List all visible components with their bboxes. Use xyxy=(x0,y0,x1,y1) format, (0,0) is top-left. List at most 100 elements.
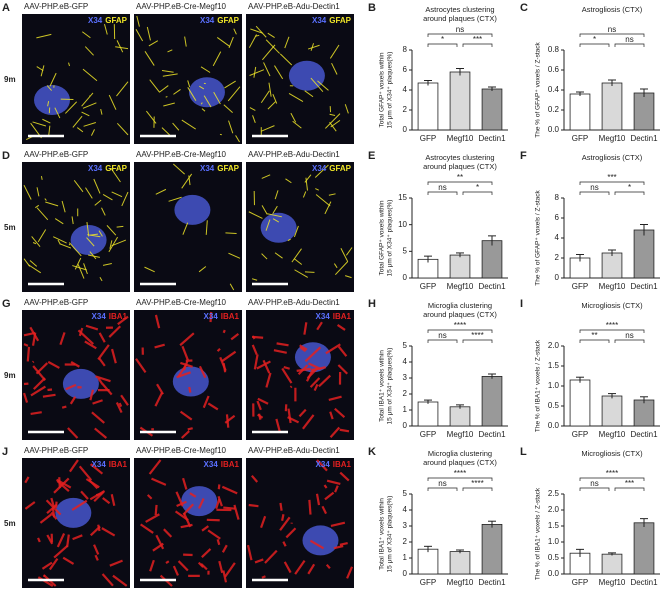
process xyxy=(91,411,105,424)
process xyxy=(155,188,167,195)
process xyxy=(100,108,103,115)
bar xyxy=(417,401,439,427)
y-axis-label: Total IBA1⁺ voxels within xyxy=(379,498,386,570)
process xyxy=(299,344,308,351)
bar xyxy=(417,82,439,131)
significance-bracket xyxy=(579,329,645,333)
bar xyxy=(633,399,655,427)
process xyxy=(177,560,189,572)
y-axis-label: Total GFAP⁺ voxels within xyxy=(379,52,386,127)
significance-bracket xyxy=(462,191,493,195)
process xyxy=(201,548,212,558)
significance-bracket xyxy=(462,487,493,491)
process xyxy=(182,222,189,235)
y-axis-label: 15 μm of X34⁺ plaques(%) xyxy=(387,348,394,425)
x-tick-label: Megf10 xyxy=(599,430,626,439)
significance-bracket xyxy=(579,477,645,481)
chart-title: Microgliosis (CTX) xyxy=(581,449,643,458)
chart-title: around plaques (CTX) xyxy=(423,162,497,171)
image-label: AAV-PHP.eB-Adu-Dectin1 xyxy=(248,2,340,11)
process xyxy=(324,201,332,215)
process xyxy=(71,216,74,225)
process xyxy=(345,247,353,256)
process xyxy=(110,348,117,364)
process xyxy=(256,360,271,370)
process xyxy=(102,497,111,505)
process xyxy=(248,211,263,219)
process xyxy=(255,25,267,38)
x-tick-label: GFP xyxy=(572,134,588,143)
process xyxy=(287,408,292,424)
process xyxy=(74,257,82,270)
texture xyxy=(135,15,241,143)
y-tick-label: 4 xyxy=(403,357,408,366)
x-tick-label: Megf10 xyxy=(447,134,474,143)
process xyxy=(78,327,84,337)
process xyxy=(315,194,331,207)
texture xyxy=(246,459,354,579)
process xyxy=(321,505,328,515)
process xyxy=(116,40,124,53)
process xyxy=(68,242,82,257)
process xyxy=(288,93,304,103)
process xyxy=(268,82,272,97)
process xyxy=(172,163,185,175)
process xyxy=(53,544,69,559)
significance-label: ns xyxy=(590,183,598,192)
process xyxy=(31,332,37,346)
process xyxy=(84,340,97,350)
marker-label: X34 xyxy=(92,460,107,469)
bar xyxy=(449,254,471,279)
process xyxy=(154,392,164,407)
significance-label: **** xyxy=(471,331,483,340)
process xyxy=(233,504,240,520)
image-label: AAV-PHP.eB-Adu-Dectin1 xyxy=(248,298,340,307)
panel-letter: J xyxy=(2,446,8,458)
process xyxy=(36,207,49,221)
process xyxy=(53,236,67,244)
x-tick-label: Dectin1 xyxy=(478,134,506,143)
process xyxy=(256,400,262,411)
channel-label: X34 IBA1 xyxy=(92,312,128,321)
process xyxy=(82,102,97,109)
process xyxy=(121,191,129,207)
texture xyxy=(140,459,240,587)
process xyxy=(265,39,280,54)
x-tick-label: Megf10 xyxy=(447,578,474,587)
process xyxy=(85,324,99,331)
process xyxy=(46,534,54,545)
process xyxy=(30,411,42,415)
stain-label: GFAP xyxy=(105,16,127,25)
y-tick-label: 5 xyxy=(403,489,408,498)
y-axis-label: The % of IBA1⁺ voxels / Z-stack xyxy=(535,487,542,580)
plaque xyxy=(55,497,92,528)
process xyxy=(297,364,309,375)
texture xyxy=(248,164,353,281)
stain-label: IBA1 xyxy=(333,460,352,469)
process xyxy=(172,122,180,131)
process xyxy=(199,85,205,90)
process xyxy=(72,265,87,271)
significance-bracket xyxy=(427,33,493,37)
plaque xyxy=(302,525,339,556)
process xyxy=(61,200,66,213)
process xyxy=(304,346,322,363)
stain-label: GFAP xyxy=(217,16,239,25)
significance-bracket xyxy=(579,191,610,195)
marker-label: X34 xyxy=(88,16,103,25)
process xyxy=(325,563,331,570)
panel-letter: I xyxy=(520,298,523,310)
process xyxy=(246,544,253,561)
texture xyxy=(23,315,129,439)
process xyxy=(289,385,293,389)
y-tick-label: 1.5 xyxy=(548,521,560,530)
y-tick-label: 10 xyxy=(398,220,407,229)
process xyxy=(165,96,168,98)
process xyxy=(251,278,258,281)
micrograph xyxy=(22,162,130,292)
process xyxy=(59,332,66,346)
y-tick-label: 0.0 xyxy=(548,569,560,578)
process xyxy=(65,101,78,114)
process xyxy=(187,80,191,88)
y-axis-label: Total GFAP⁺ voxels within xyxy=(379,200,386,275)
